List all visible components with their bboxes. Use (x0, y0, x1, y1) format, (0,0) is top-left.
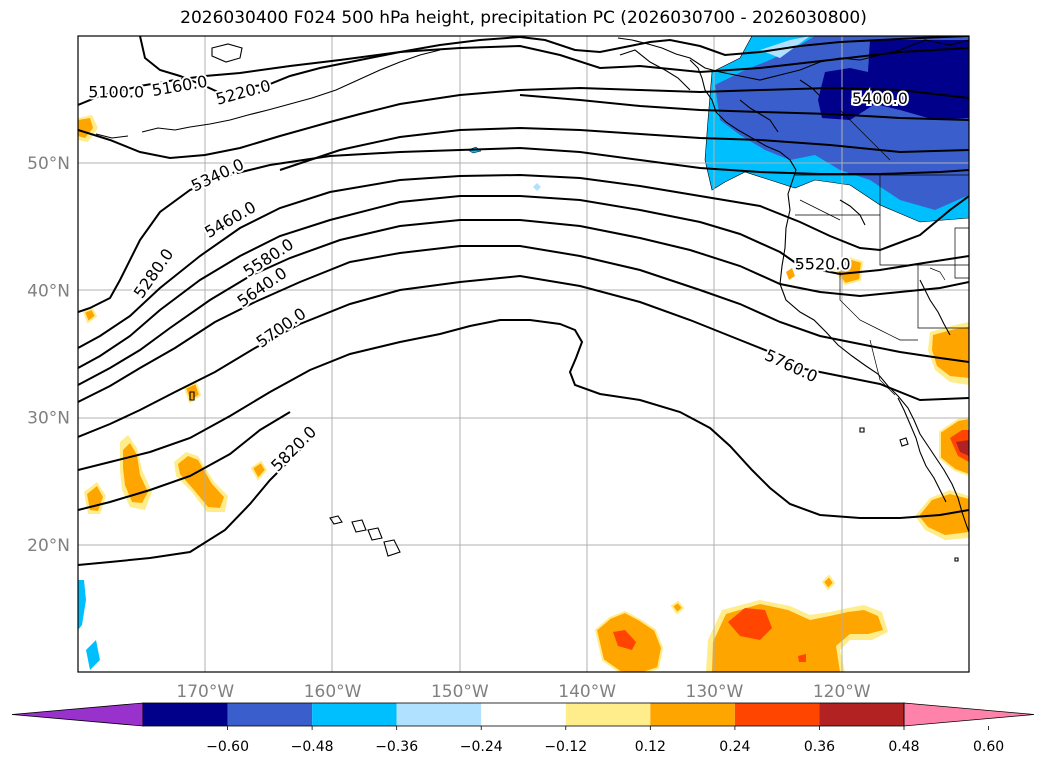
colorbar-swatch (481, 703, 566, 726)
colorbar-tick-label: −0.12 (544, 739, 587, 755)
colorbar-extend-low (11, 702, 144, 727)
colorbar-tick-label: −0.24 (460, 739, 503, 755)
colorbar-tick-label: −0.48 (291, 739, 334, 755)
longitude-tick-labels: 170°W 160°W 150°W 140°W 130°W 120°W (176, 682, 870, 702)
colorbar-swatch (565, 703, 651, 726)
colorbar-tick-label: 0.12 (635, 739, 666, 755)
y-tick-label: 50°N (27, 154, 70, 174)
contour-label: 5100.0 (88, 83, 144, 102)
x-tick-label: 150°W (431, 682, 489, 702)
latitude-tick-labels: 20°N 30°N 40°N 50°N (27, 154, 70, 556)
x-tick-label: 170°W (176, 682, 234, 702)
x-tick-label: 160°W (304, 682, 362, 702)
coastlines (95, 37, 969, 562)
colorbar: −0.60 −0.48 −0.36 −0.24 −0.12 0.12 0.24 0.36 0.4… (11, 702, 1035, 755)
colorbar-swatch (734, 703, 820, 726)
y-tick-label: 30°N (27, 409, 70, 429)
y-tick-label: 40°N (27, 281, 70, 301)
colorbar-tick-label: 0.48 (888, 739, 919, 755)
precip-negative-shading (78, 36, 969, 670)
x-tick-label: 130°W (686, 682, 744, 702)
contour-label: 5520.0 (795, 254, 851, 273)
colorbar-tick-label: −0.36 (375, 739, 418, 755)
colorbar-swatch (227, 703, 313, 726)
colorbar-tick-label: −0.60 (206, 739, 249, 755)
colorbar-swatch (396, 703, 482, 726)
map-frame (77, 35, 970, 673)
colorbar-swatch (819, 703, 904, 726)
height-contours (78, 36, 969, 566)
colorbar-extend-high (903, 702, 1035, 727)
colorbar-tick-label: 0.60 (973, 739, 1004, 755)
map-title: 2026030400 F024 500 hPa height, precipit… (180, 8, 867, 28)
colorbar-outline (142, 702, 905, 727)
colorbar-swatch (650, 703, 735, 726)
colorbar-swatch (312, 703, 397, 726)
colorbar-swatch (143, 703, 228, 726)
x-tick-label: 120°W (813, 682, 871, 702)
contour-label: 5400.0 (852, 89, 908, 108)
x-tick-label: 140°W (558, 682, 616, 702)
y-tick-label: 20°N (27, 536, 70, 556)
map-plot-area: 5100.0 5160.0 5220.05280.05340.05460.05580… (78, 36, 969, 672)
colorbar-tick-label: 0.24 (719, 739, 750, 755)
colorbar-tick-label: 0.36 (804, 739, 835, 755)
